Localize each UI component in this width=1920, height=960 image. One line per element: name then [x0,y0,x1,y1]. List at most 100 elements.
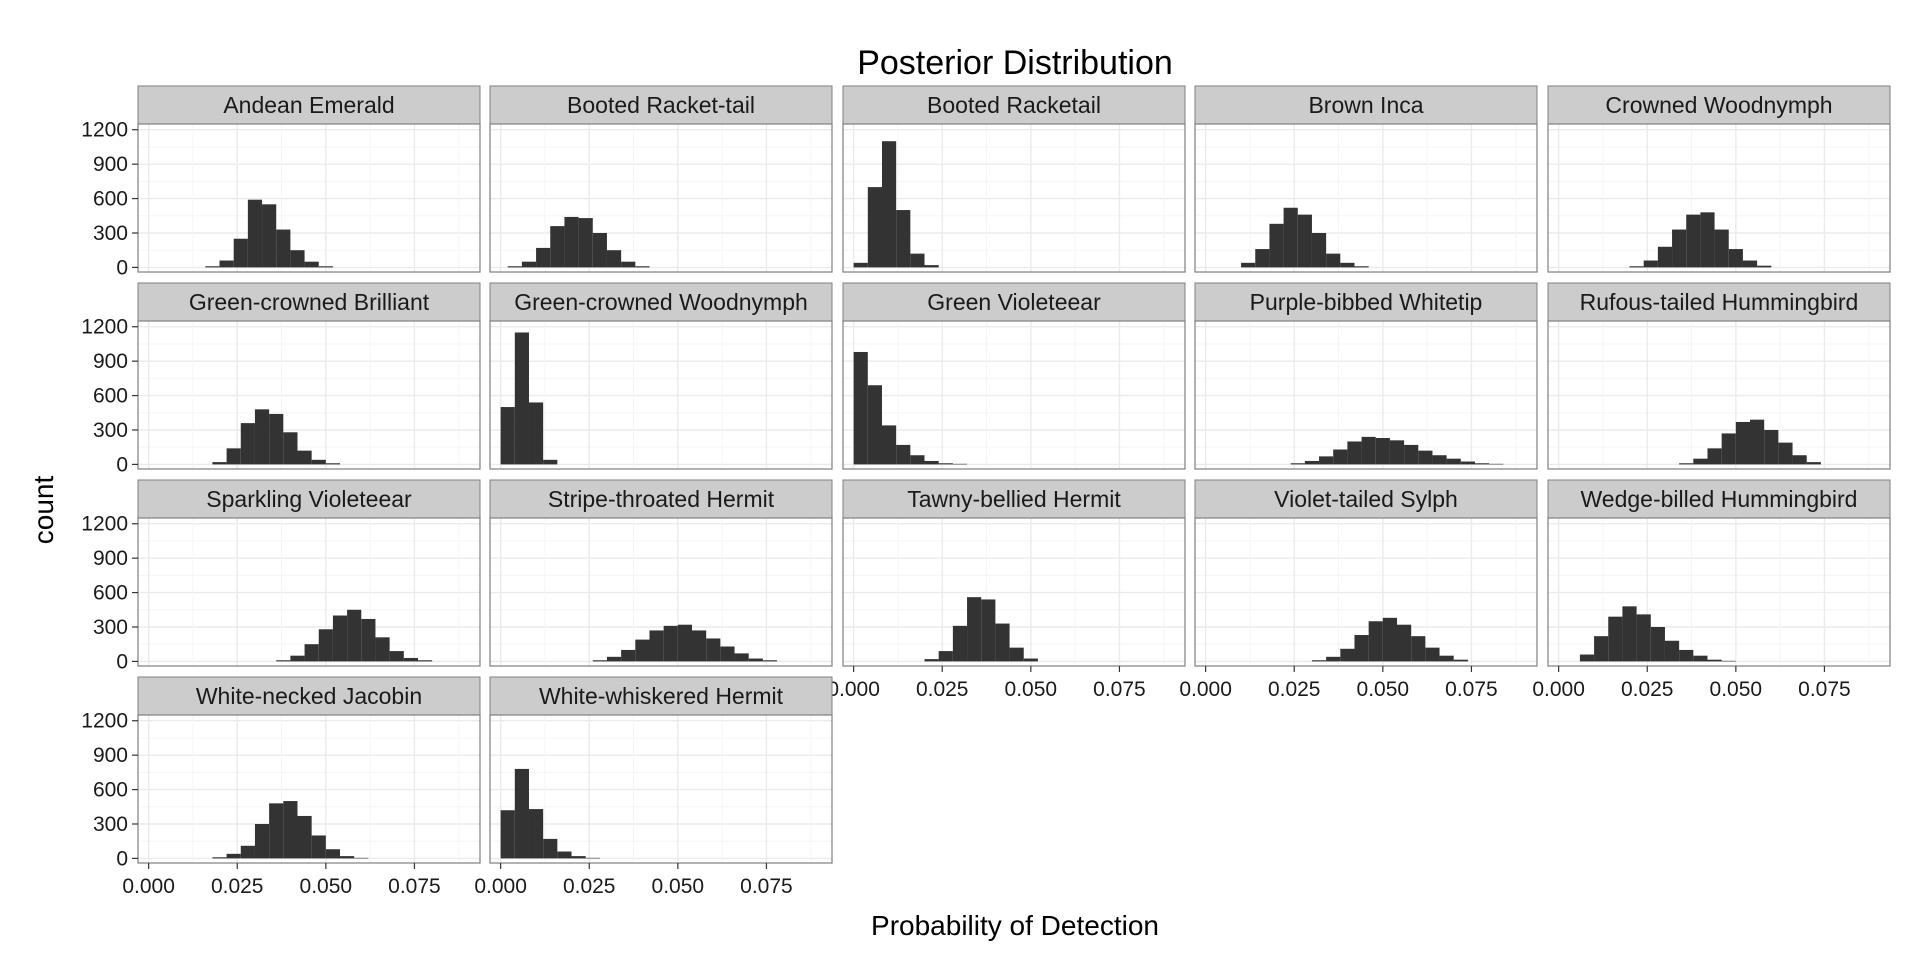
x-tick-label: 0.000 [827,678,880,701]
histogram-bar [1636,614,1651,662]
histogram-bar [1806,462,1821,465]
facet-strip [1194,85,1538,125]
histogram-bar [240,423,255,465]
histogram-bar [297,815,312,859]
histogram-bar [543,459,558,465]
panel-border [842,123,1186,273]
x-tick-label: 0.050 [652,875,705,898]
histogram-bar [1792,455,1807,465]
panel-border [1194,517,1538,667]
histogram-bar [649,630,664,662]
histogram-bar [233,238,248,268]
histogram-bar [1672,229,1687,268]
histogram-bar [924,265,939,268]
histogram-bar [1354,635,1369,662]
histogram-bar [557,851,572,859]
facet-strip [137,85,481,125]
x-tick-label: 0.025 [1268,678,1321,701]
histogram-bar [1009,647,1024,662]
histogram-bar [1686,214,1701,268]
histogram-bar [952,463,968,465]
histogram-bar [212,857,227,859]
histogram-bar [290,655,305,662]
x-tick-label: 0.025 [916,678,969,701]
histogram-bar [347,609,362,662]
histogram-bar [1304,460,1320,465]
histogram-bar [1297,214,1312,268]
facet-strip-label: Green Violeteear [927,289,1101,315]
histogram-bar [981,599,996,662]
histogram-bar [1404,444,1419,465]
histogram-bar [1721,433,1736,465]
histogram-bar [1608,616,1623,662]
histogram-bar [514,332,529,465]
histogram-bar [354,857,369,859]
x-tick-label: 0.025 [563,875,616,898]
facet-panel-green-crowned-brilliant: Green-crowned Brilliant 0 300 600 900 1200 [81,282,481,476]
histogram-bar [896,210,911,268]
histogram-bar [1269,223,1284,268]
histogram-bar [1764,429,1779,465]
panel-border [1547,517,1891,667]
histogram-bar [543,838,558,859]
histogram-bar [706,638,721,662]
x-tick-label: 0.075 [1445,678,1498,701]
y-tick-label: 600 [93,188,128,211]
facet-strip-label: White-whiskered Hermit [539,683,784,709]
histogram-bar [1340,262,1355,268]
histogram-bar [325,463,341,465]
histogram-bar [304,261,319,268]
facet-panel-booted-racketail: Booted Racketail [842,85,1186,273]
histogram-bar [692,630,707,662]
histogram-bar [276,229,291,268]
histogram-bar [403,657,418,662]
facet-strip [1194,479,1538,519]
x-tick-label: 0.075 [740,875,793,898]
facet-strip [489,479,833,519]
x-tick-label: 0.000 [1179,678,1232,701]
panel-border [1547,320,1891,470]
y-tick-label: 1200 [81,119,128,142]
y-tick-label: 900 [93,744,128,767]
histogram-bar [1432,455,1447,465]
x-tick-label: 0.075 [388,875,441,898]
histogram-bar [677,624,693,662]
histogram-bar [1714,229,1729,268]
facet-panel-sparkling-violeteear: Sparkling Violeteear 0 300 600 900 1200 [81,479,481,673]
histogram-bar [297,450,312,465]
histogram-bar [748,658,763,662]
histogram-bar [995,623,1010,662]
y-axis-title: count [28,476,59,545]
histogram-bar [536,247,551,268]
y-tick-label: 1200 [81,513,128,536]
histogram-bar [332,615,348,662]
histogram-bar [606,250,622,268]
histogram-bar [1679,649,1694,662]
histogram-bar [311,835,326,859]
histogram-bar [621,261,636,268]
histogram-bar [389,651,404,662]
y-tick-label: 300 [93,419,128,442]
histogram-bar [621,649,636,662]
histogram-bar [1622,606,1637,662]
panel-border [1194,320,1538,470]
histogram-bar [1728,249,1743,268]
facet-panel-violet-tailed-sylph: Violet-tailed Sylph 0.000 0.025 0.050 0.075 [1179,479,1538,701]
histogram-bar [1023,658,1038,662]
y-tick-label: 1200 [81,316,128,339]
facet-panel-stripe-throated-hermit: Stripe-throated Hermit [489,479,833,667]
x-tick-label: 0.050 [1005,678,1058,701]
histogram-bar [1707,448,1722,465]
x-tick-label: 0.000 [474,875,527,898]
histogram-bar [1643,260,1658,268]
facet-panel-tawny-bellied-hermit: Tawny-bellied Hermit 0.000 0.025 0.050 0.075 [827,479,1186,701]
facet-strip-label: White-necked Jacobin [196,683,422,709]
y-tick-label: 600 [93,385,128,408]
histogram-bar [1700,212,1715,268]
histogram-bar [853,351,868,465]
histogram-bar [853,262,868,268]
facet-strip [137,676,481,716]
histogram-bar [1354,266,1369,268]
histogram-bar [1439,655,1454,662]
histogram-bar [311,459,326,465]
